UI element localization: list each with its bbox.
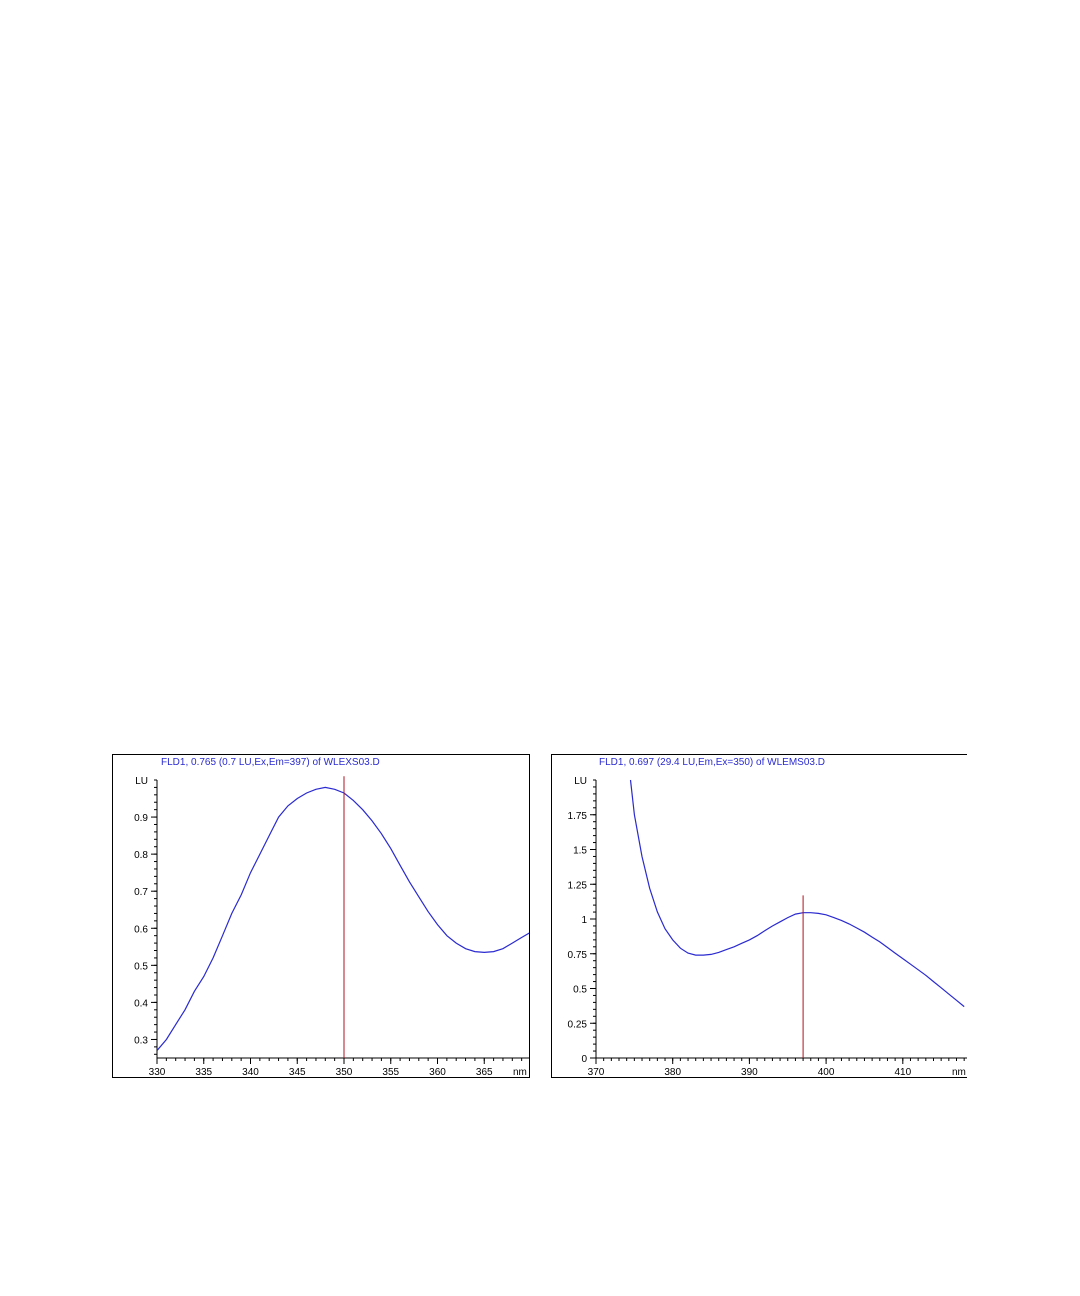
y-tick-label: 0.75	[568, 950, 588, 961]
chart-title: FLD1, 0.697 (29.4 LU,Em,Ex=350) of WLEMS…	[599, 757, 825, 768]
x-tick-label: 330	[149, 1067, 166, 1078]
y-tick-label: 0.9	[134, 813, 148, 824]
x-axis-unit-label: nm	[513, 1067, 527, 1078]
y-tick-label: 1.5	[573, 846, 587, 857]
spectrum-line	[629, 779, 965, 1008]
y-tick-label: 0.3	[134, 1035, 148, 1046]
y-tick-label: 0.7	[134, 887, 148, 898]
x-tick-label: 400	[818, 1067, 835, 1078]
excitation-spectrum-panel: FLD1, 0.765 (0.7 LU,Ex,Em=397) of WLEXS0…	[112, 754, 530, 1078]
y-tick-label: 0.25	[568, 1019, 588, 1030]
x-tick-label: 390	[741, 1067, 758, 1078]
x-axis-unit-label: nm	[952, 1067, 966, 1078]
x-tick-label: 355	[382, 1067, 399, 1078]
chart-title: FLD1, 0.765 (0.7 LU,Ex,Em=397) of WLEXS0…	[161, 757, 380, 768]
y-axis-unit-label: LU	[135, 776, 148, 787]
x-tick-label: 360	[429, 1067, 446, 1078]
x-tick-label: 380	[664, 1067, 681, 1078]
emission-spectrum-panel: FLD1, 0.697 (29.4 LU,Em,Ex=350) of WLEMS…	[551, 754, 967, 1078]
x-tick-label: 410	[894, 1067, 911, 1078]
y-tick-label: 0.8	[134, 850, 148, 861]
y-tick-label: 0.5	[573, 985, 587, 996]
x-tick-label: 370	[588, 1067, 605, 1078]
emission-spectrum-chart: 370 380 390 400 410 nm 0 0.25 0.5 0.75 1 1.25 1.5 1.7…	[568, 776, 967, 1078]
x-tick-label: 345	[289, 1067, 306, 1078]
y-tick-label: 0.4	[134, 998, 148, 1009]
x-tick-label: 335	[195, 1067, 212, 1078]
y-tick-label: 1.75	[568, 811, 588, 822]
y-tick-label: 1	[581, 915, 587, 926]
x-tick-label: 365	[476, 1067, 493, 1078]
excitation-spectrum-chart: 330 335 340 345 350 355 360 365 nm 0.3 0.4 0.5 0.6 0.…	[134, 776, 529, 1078]
y-axis-unit-label: LU	[574, 776, 587, 787]
y-tick-label: 0.5	[134, 961, 148, 972]
x-tick-label: 340	[242, 1067, 259, 1078]
y-tick-label: 0.6	[134, 924, 148, 935]
y-tick-label: 0	[581, 1054, 587, 1065]
y-tick-label: 1.25	[568, 880, 588, 891]
x-tick-label: 350	[336, 1067, 353, 1078]
